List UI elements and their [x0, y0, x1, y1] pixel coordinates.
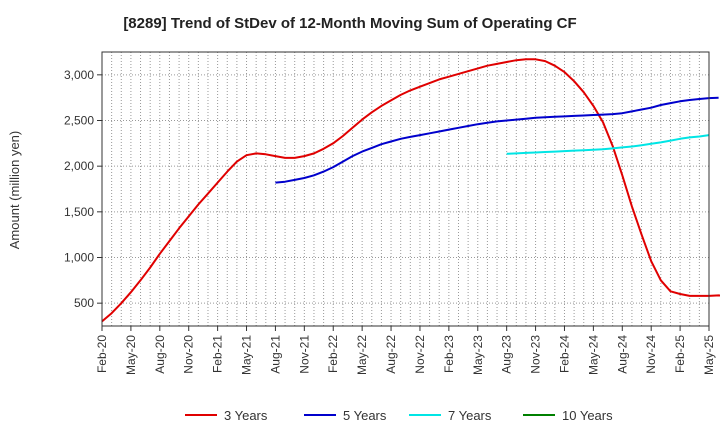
x-tick-label: May-21 [240, 335, 254, 375]
x-tick-label: Aug-21 [268, 335, 282, 374]
x-tick-label: Nov-23 [529, 335, 543, 374]
x-tick-label: Nov-21 [297, 335, 311, 374]
plot-frame [101, 51, 710, 327]
series-line-5-years [275, 96, 719, 184]
x-tick-label: Nov-24 [644, 335, 658, 374]
chart-title: [8289] Trend of StDev of 12-Month Moving… [123, 15, 576, 32]
series-line-7-years [506, 134, 710, 155]
y-tick-label: 1,000 [64, 251, 94, 265]
series-line-3-years [101, 58, 720, 323]
x-tick-label: Feb-20 [95, 335, 109, 373]
x-tick-label: May-23 [471, 335, 485, 375]
x-tick-label: Feb-24 [557, 335, 571, 373]
y-tick-label: 2,000 [64, 159, 94, 173]
legend-label-10-years: 10 Years [562, 408, 613, 423]
x-tick-label: Feb-25 [673, 335, 687, 373]
y-tick-label: 3,000 [64, 68, 94, 82]
x-tick-label: May-20 [124, 335, 138, 375]
y-tick-label: 500 [74, 296, 94, 310]
x-tick-label: Nov-20 [182, 335, 196, 374]
legend: 3 Years 5 Years 7 Years 10 Years [185, 408, 613, 423]
x-tick-label: Aug-20 [153, 335, 167, 374]
x-ticks: Feb-20 May-20 Aug-20 Nov-20 Feb-21 May-21 Aug-… [95, 326, 716, 375]
x-tick-label: May-22 [355, 335, 369, 375]
legend-label-3-years: 3 Years [224, 408, 268, 423]
y-tick-label: 1,500 [64, 205, 94, 219]
x-tick-label: Nov-22 [413, 335, 427, 374]
x-tick-label: Feb-22 [326, 335, 340, 373]
x-tick-label: May-25 [702, 335, 716, 375]
x-tick-label: May-24 [586, 335, 600, 375]
y-tick-label: 2,500 [64, 114, 94, 128]
plot-area [102, 52, 709, 326]
x-tick-label: Aug-24 [615, 335, 629, 374]
y-axis-label: Amount (million yen) [7, 131, 22, 250]
x-tick-label: Aug-23 [500, 335, 514, 374]
x-tick-label: Feb-21 [211, 335, 225, 373]
y-ticks: 500 1,000 1,500 2,000 2,500 3,000 [64, 68, 102, 310]
series-layer [101, 58, 720, 323]
legend-label-5-years: 5 Years [343, 408, 387, 423]
x-tick-label: Aug-22 [384, 335, 398, 374]
legend-label-7-years: 7 Years [448, 408, 492, 423]
x-tick-label: Feb-23 [442, 335, 456, 373]
